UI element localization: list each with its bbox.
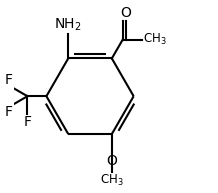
Text: CH$_3$: CH$_3$ bbox=[100, 173, 124, 188]
Text: F: F bbox=[5, 105, 13, 119]
Text: F: F bbox=[24, 115, 31, 129]
Text: O: O bbox=[106, 153, 117, 168]
Text: O: O bbox=[121, 6, 132, 20]
Text: CH$_3$: CH$_3$ bbox=[143, 32, 166, 47]
Text: F: F bbox=[5, 73, 13, 87]
Text: NH$_2$: NH$_2$ bbox=[54, 16, 82, 33]
